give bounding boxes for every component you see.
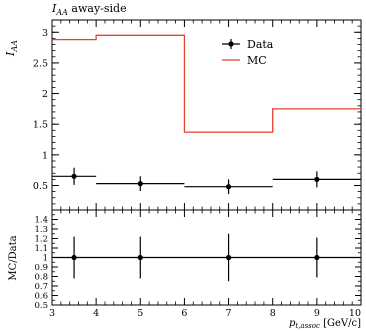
ratio-x-tick-label: 7 [226, 308, 232, 319]
main-y-tick-label: 3 [42, 28, 48, 39]
legend-data-marker-point [228, 41, 234, 47]
ratio-x-axis: 3 4 5 6 7 8 9 10 [49, 210, 362, 319]
figure-title: IAA away-side [51, 2, 127, 17]
legend-data-label: Data [247, 38, 274, 51]
main-y-tick-label: 0.5 [33, 181, 48, 192]
data-point [71, 173, 77, 179]
ratio-x-tick-label: 9 [314, 308, 320, 319]
ratio-series [52, 233, 361, 282]
ratio-point [225, 254, 232, 261]
main-y-axis: 0.5 1 1.5 2 2.5 3 [33, 19, 361, 211]
ratio-x-tick-label: 6 [181, 308, 187, 319]
ratio-y-tick-label: 0.9 [34, 263, 48, 273]
ratio-y-tick-label: 1.2 [34, 235, 48, 245]
ratio-y-tick-label: 1.4 [34, 216, 48, 226]
ratio-y-tick-label: 1.1 [34, 244, 48, 254]
ratio-x-tick-label: 3 [49, 308, 55, 319]
ratio-point [137, 254, 143, 261]
ratio-y-tick-label: 0.5 [34, 301, 48, 311]
ratio-y-tick-label: 1.3 [34, 225, 48, 235]
ratio-y-axis: 0.50.60.70.80.911.11.21.31.4 [34, 209, 361, 311]
main-y-tick-label: 1.5 [33, 120, 48, 131]
ratio-x-tick-label: 10 [349, 308, 361, 319]
data-point [314, 176, 320, 182]
ratio-y-tick-label: 0.8 [34, 273, 48, 283]
ratio-y-tick-label: 1 [43, 254, 48, 264]
legend-mc-label: MC [247, 54, 267, 67]
main-panel-frame [51, 19, 362, 211]
ratio-x-tick-label: 5 [137, 308, 143, 319]
data-point [137, 181, 143, 187]
main-y-axis-label: IAA [4, 40, 19, 57]
ratio-panel: 0.50.60.70.80.911.11.21.31.4 3 4 5 6 7 8 9 10 M… [8, 209, 362, 330]
data-point [225, 184, 232, 190]
ratio-point [314, 254, 320, 261]
main-x-axis-ticks [51, 20, 362, 210]
ratio-x-tick-label: 4 [93, 308, 99, 319]
ratio-x-tick-label: 8 [270, 308, 276, 319]
main-y-tick-label: 1 [42, 150, 48, 161]
ratio-point [71, 254, 77, 261]
legend: Data MC [222, 38, 274, 67]
main-panel: 0.5 1 1.5 2 2.5 3 IAA Data MC [4, 19, 362, 211]
mc-step-line [52, 34, 361, 133]
ratio-y-axis-label: MC/Data [8, 235, 19, 280]
main-y-tick-label: 2 [42, 89, 48, 100]
ratio-y-tick-label: 0.7 [34, 282, 48, 292]
ratio-y-tick-label: 0.6 [34, 292, 48, 302]
mc-series [52, 34, 361, 133]
main-y-tick-label: 2.5 [33, 58, 48, 69]
data-series [52, 167, 361, 195]
x-axis-label: pt,assoc [GeV/c] [289, 318, 361, 330]
